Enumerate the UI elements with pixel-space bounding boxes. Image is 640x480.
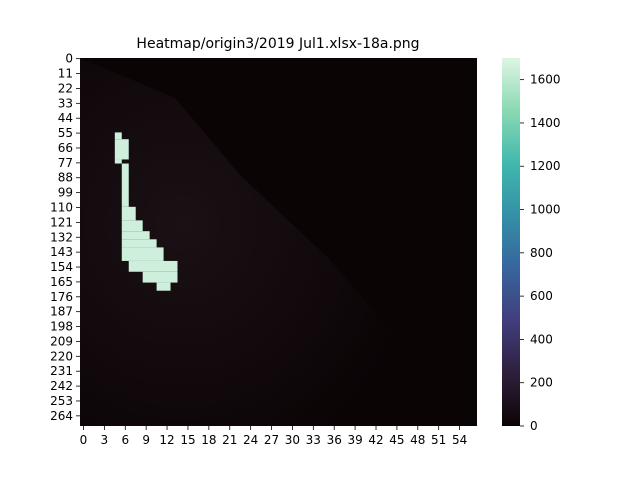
y-tick-label: 33 — [58, 96, 73, 110]
heatmap-cell-block — [114, 139, 129, 160]
x-tick-label: 51 — [431, 433, 446, 447]
colorbar-tick-label: 0 — [530, 419, 538, 433]
x-tick-label: 9 — [142, 433, 150, 447]
colorbar-tick-label: 1200 — [530, 159, 561, 173]
heatmap-cell-block — [121, 163, 129, 207]
colorbar-tick-label: 400 — [530, 332, 553, 346]
y-tick-label: 209 — [50, 334, 73, 348]
y-tick-label: 132 — [50, 230, 73, 244]
y-tick-label: 110 — [50, 201, 73, 215]
x-tick-label: 0 — [80, 433, 88, 447]
colorbar-tick-label: 200 — [530, 376, 553, 390]
y-tick-label: 99 — [58, 186, 73, 200]
heatmap-cell-block — [156, 282, 171, 291]
x-tick-label: 48 — [410, 433, 425, 447]
colorbar-ticks: 0 200 400 600 800 1000 1200 1400 1600 — [520, 73, 561, 433]
y-tick-label: 176 — [50, 290, 73, 304]
colorbar-tick-label: 1600 — [530, 73, 561, 87]
heatmap-cell-block — [121, 239, 157, 248]
colorbar-tick-label: 1400 — [530, 116, 561, 130]
heatmap-cell-block — [121, 231, 150, 240]
heatmap-cell-block — [114, 132, 122, 140]
colorbar-tick-label: 800 — [530, 246, 553, 260]
x-tick-label: 18 — [201, 433, 216, 447]
y-tick-label: 66 — [58, 141, 73, 155]
y-tick-label: 253 — [50, 394, 73, 408]
x-tick-label: 30 — [285, 433, 300, 447]
x-tick-label: 27 — [264, 433, 279, 447]
heatmap-plot — [80, 58, 477, 426]
x-tick-label: 54 — [452, 433, 467, 447]
y-tick-label: 77 — [58, 156, 73, 170]
y-tick-label: 11 — [58, 67, 73, 81]
y-tick-label: 165 — [50, 275, 73, 289]
y-tick-label: 44 — [58, 111, 73, 125]
colorbar: 0 200 400 600 800 1000 1200 1400 1600 — [502, 58, 561, 433]
y-tick-label: 88 — [58, 171, 73, 185]
y-tick-label: 22 — [58, 81, 73, 95]
x-tick-label: 24 — [243, 433, 258, 447]
colorbar-tick-label: 1000 — [530, 203, 561, 217]
heatmap-cell-block — [128, 260, 178, 272]
heatmap-cell-block — [142, 271, 178, 283]
y-tick-label: 242 — [50, 379, 73, 393]
colorbar-tick-label: 600 — [530, 289, 553, 303]
heatmap-cell-block — [121, 220, 143, 232]
x-tick-label: 6 — [121, 433, 129, 447]
x-tick-label: 39 — [347, 433, 362, 447]
heatmap-cell-block — [121, 247, 164, 261]
y-tick-label: 121 — [50, 215, 73, 229]
heatmap-cell-block — [121, 206, 136, 221]
x-tick-label: 21 — [222, 433, 237, 447]
chart-title: Heatmap/origin3/2019 Jul1.xlsx-18a.png — [136, 36, 419, 52]
x-tick-label: 33 — [306, 433, 321, 447]
x-tick-label: 36 — [327, 433, 342, 447]
x-tick-label: 42 — [368, 433, 383, 447]
y-tick-label: 143 — [50, 245, 73, 259]
y-tick-label: 198 — [50, 320, 73, 334]
y-tick-label: 55 — [58, 126, 73, 140]
heatmap-low-region — [80, 58, 420, 426]
y-tick-label: 231 — [50, 364, 73, 378]
x-tick-label: 3 — [101, 433, 109, 447]
heatmap-high-cells — [114, 132, 178, 291]
x-axis-ticks: 0 3 6 9 12 15 18 21 24 27 30 33 36 39 42 45 48 51 54 — [80, 426, 467, 447]
y-tick-label: 187 — [50, 305, 73, 319]
x-tick-label: 45 — [389, 433, 404, 447]
y-tick-label: 0 — [65, 52, 73, 66]
x-tick-label: 12 — [159, 433, 174, 447]
colorbar-gradient — [502, 58, 520, 426]
y-tick-label: 264 — [50, 409, 73, 423]
y-tick-label: 154 — [50, 260, 73, 274]
y-tick-label: 220 — [50, 349, 73, 363]
y-axis-ticks: 0112233445566778899110121132143154165176… — [50, 52, 80, 423]
heatmap-cell-block — [114, 159, 122, 164]
x-tick-label: 15 — [180, 433, 195, 447]
